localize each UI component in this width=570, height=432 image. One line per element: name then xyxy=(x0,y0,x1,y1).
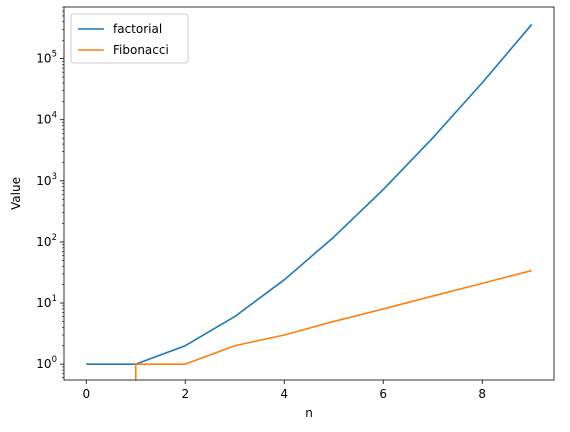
y-tick-label: 103 xyxy=(36,172,57,188)
series-line-0 xyxy=(86,23,533,365)
x-axis-ticks: 0 2 4 6 8 xyxy=(82,380,486,401)
y-tick-label: 105 xyxy=(36,50,57,66)
x-tick-label: 6 xyxy=(379,387,387,401)
legend: factorial Fibonacci xyxy=(70,13,189,64)
y-tick-label: 102 xyxy=(36,233,57,249)
x-tick-label: 4 xyxy=(280,387,288,401)
plot-area xyxy=(86,23,533,380)
y-tick-label: 100 xyxy=(36,355,57,371)
x-tick-label: 0 xyxy=(82,387,90,401)
x-tick-label: 8 xyxy=(478,387,486,401)
y-axis-label: Value xyxy=(9,177,23,210)
legend-label-1: Fibonacci xyxy=(113,43,169,57)
y-tick-label: 101 xyxy=(36,294,57,310)
series-layer xyxy=(86,23,533,380)
x-axis-label: n xyxy=(305,406,313,420)
y-tick-label: 104 xyxy=(36,111,57,127)
x-tick-label: 2 xyxy=(181,387,189,401)
series-line-1 xyxy=(134,269,532,380)
y-axis-ticks: 100 101 102 103 104 105 xyxy=(36,6,64,378)
plot-frame xyxy=(63,6,555,381)
legend-label-0: factorial xyxy=(113,22,162,36)
